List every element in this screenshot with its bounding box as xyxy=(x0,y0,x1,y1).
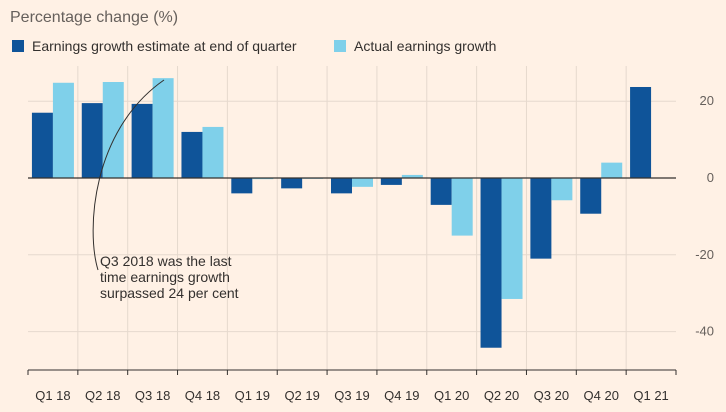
x-tick-label: Q1 18 xyxy=(35,388,70,403)
bar-estimate xyxy=(331,178,352,194)
bar-estimate xyxy=(380,178,402,185)
bar-estimate xyxy=(231,178,253,194)
x-tick-label: Q3 19 xyxy=(334,388,369,403)
y-tick-label: -20 xyxy=(695,247,714,262)
bar-estimate xyxy=(580,178,602,214)
annotation-line-1: Q3 2018 was the last xyxy=(100,253,232,269)
y-tick-label: 20 xyxy=(700,93,714,108)
x-tick-label: Q1 21 xyxy=(633,388,668,403)
bar-estimate xyxy=(131,103,153,178)
bar-estimate xyxy=(181,131,203,178)
legend-swatch-actual xyxy=(334,40,346,52)
bar-estimate xyxy=(630,86,652,178)
bar-estimate xyxy=(31,112,53,178)
bar-estimate xyxy=(530,178,552,259)
x-tick-label: Q2 18 xyxy=(85,388,120,403)
legend-swatch-estimate xyxy=(12,40,24,52)
bar-actual xyxy=(152,78,174,178)
x-tick-label: Q2 20 xyxy=(484,388,519,403)
annotation-pointer xyxy=(92,79,165,271)
legend-label-estimate: Earnings growth estimate at end of quart… xyxy=(32,38,297,54)
x-tick-label: Q1 20 xyxy=(434,388,469,403)
x-tick-label: Q2 19 xyxy=(284,388,319,403)
bar-actual xyxy=(501,178,523,299)
bar-actual xyxy=(352,178,373,187)
chart-title: Percentage change (%) xyxy=(10,9,178,26)
bar-estimate xyxy=(480,178,502,348)
bar-actual xyxy=(102,82,124,178)
bar-actual xyxy=(401,174,423,178)
bar-actual xyxy=(202,126,224,178)
annotation: Q3 2018 was the last time earnings growt… xyxy=(100,253,239,301)
x-tick-label: Q3 20 xyxy=(534,388,569,403)
bar-estimate xyxy=(430,178,452,205)
annotation-line-2: time earnings growth xyxy=(100,269,230,285)
bar-actual xyxy=(551,178,573,201)
bars xyxy=(31,78,652,348)
y-tick-label: -40 xyxy=(695,324,714,339)
bar-actual xyxy=(601,162,623,178)
annotation-line-3: surpassed 24 per cent xyxy=(100,285,239,301)
y-tick-label: 0 xyxy=(707,170,714,185)
x-tick-label: Q1 19 xyxy=(235,388,270,403)
bar-actual xyxy=(451,178,473,236)
legend: Earnings growth estimate at end of quart… xyxy=(12,38,496,54)
x-tick-label: Q3 18 xyxy=(135,388,170,403)
bar-estimate xyxy=(281,178,303,189)
x-tick-label: Q4 20 xyxy=(584,388,619,403)
legend-label-actual: Actual earnings growth xyxy=(354,38,496,54)
x-tick-label: Q4 19 xyxy=(384,388,419,403)
bar-actual xyxy=(52,82,74,178)
x-tick-label: Q4 18 xyxy=(185,388,220,403)
gridlines xyxy=(28,66,676,370)
bar-estimate xyxy=(81,103,103,178)
axes: 20 0 -20 -40 Q1 18 Q2 18 Q3 18 Q4 18 Q1 19 Q2 19 Q… xyxy=(27,93,714,403)
